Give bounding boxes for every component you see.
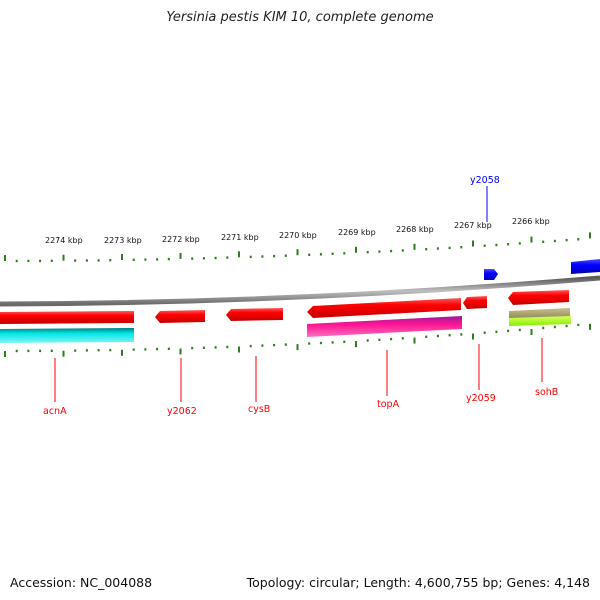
kbp-label: 2272 kbp [162,235,200,244]
gene-acnA-cyan-feature[interactable] [0,328,134,343]
lower-tick-scale [4,323,591,357]
kbp-label: 2268 kbp [396,225,434,234]
kbp-label: 2269 kbp [338,228,376,237]
map-title: Yersinia pestis KIM 10, complete genome [166,10,434,25]
kbp-label: 2273 kbp [104,236,142,245]
gene-label-topA[interactable]: topA [377,399,400,410]
gene-acnA-arrow[interactable] [0,311,134,324]
kbp-label: 2270 kbp [279,231,317,240]
gene-label-y2059[interactable]: y2059 [466,393,496,404]
gene-y2058-arrow[interactable] [484,269,498,280]
gene-sohB-olive-feature[interactable] [509,308,570,319]
gene-topA-magenta-feature[interactable] [307,316,462,337]
kbp-label: 2266 kbp [512,217,550,226]
gene-sohB-arrow[interactable] [508,290,569,305]
gene-label-acnA[interactable]: acnA [43,406,67,417]
accession-text: Accession: NC_004088 [10,575,153,590]
gene-sohB-lime-feature[interactable] [509,316,571,326]
gene-cysB-arrow[interactable] [226,308,283,321]
kbp-labels: 2274 kbp 2273 kbp 2272 kbp 2271 kbp 2270… [45,217,550,245]
kbp-label: 2267 kbp [454,221,492,230]
gene-label-y2058[interactable]: y2058 [470,175,500,186]
gene-label-sohB[interactable]: sohB [535,387,558,398]
gene-topA-arrow[interactable] [307,298,461,318]
gene-forward-edge-arrow[interactable] [571,259,600,274]
gene-label-y2062[interactable]: y2062 [167,406,197,417]
kbp-label: 2274 kbp [45,236,83,245]
kbp-label: 2271 kbp [221,233,259,242]
gene-y2062-arrow[interactable] [155,310,205,323]
genome-backbone [0,275,600,307]
upper-tick-scale [4,232,591,263]
gene-y2059-arrow[interactable] [463,296,487,309]
genome-summary-text: Topology: circular; Length: 4,600,755 bp… [246,575,590,590]
gene-label-cysB[interactable]: cysB [248,404,270,415]
